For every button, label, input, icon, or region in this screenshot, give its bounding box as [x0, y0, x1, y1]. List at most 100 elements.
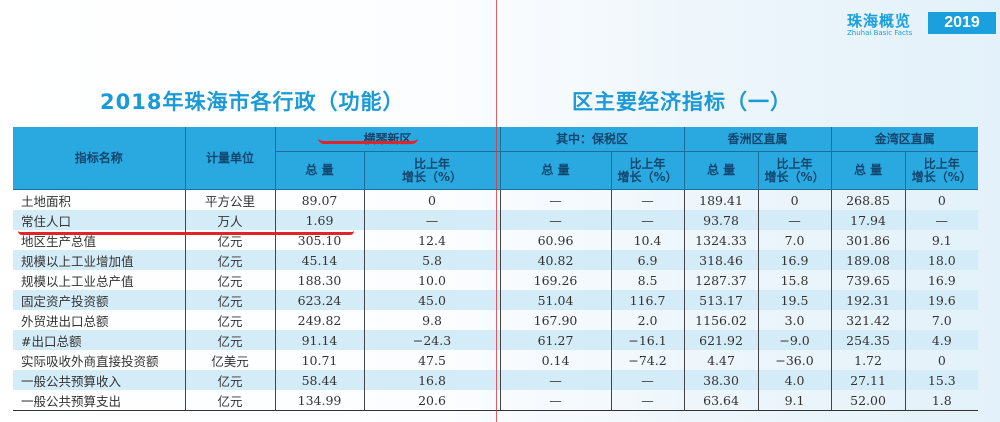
table-row: 实际吸收外商直接投资额 亿美元 10.71 47.5 0.14 −74.2 4.47 −36.… — [13, 350, 979, 370]
value-cell: 16.9 — [904, 270, 979, 290]
value-cell: 4.47 — [683, 350, 759, 370]
value-cell: 1.8 — [904, 390, 979, 411]
indicator-name-cell: 实际吸收外商直接投资额 — [13, 350, 186, 370]
header-group-bonded: 其中：保税区 — [499, 127, 685, 152]
value-cell: 0 — [904, 350, 979, 370]
value-cell: 52.00 — [830, 390, 906, 411]
value-cell: 1.72 — [830, 350, 906, 370]
value-cell: 623.24 — [274, 290, 365, 310]
value-cell: — — [610, 189, 685, 210]
value-cell: 189.41 — [683, 189, 759, 210]
value-cell: 93.78 — [683, 210, 759, 230]
subheader-growth-line2: 增长（%） — [617, 169, 678, 184]
value-cell: — — [499, 390, 612, 411]
unit-cell: 亿元 — [184, 310, 276, 330]
value-cell: 0 — [757, 189, 832, 210]
value-cell: 9.8 — [363, 310, 501, 330]
header-indicator-name: 指标名称 — [13, 127, 186, 190]
value-cell: 63.64 — [683, 390, 759, 411]
value-cell: 19.5 — [757, 290, 832, 310]
value-cell: 10.4 — [610, 230, 685, 250]
value-cell: 45.0 — [363, 290, 501, 310]
value-cell: 739.65 — [830, 270, 906, 290]
red-annotation-underline-population — [18, 226, 354, 235]
value-cell: — — [610, 390, 685, 411]
value-cell: 10.71 — [274, 350, 365, 370]
value-cell: 16.8 — [363, 370, 501, 390]
value-cell: 116.7 — [610, 290, 685, 310]
value-cell: — — [610, 210, 685, 230]
header-group-hengqin: 横琴新区 — [274, 127, 501, 152]
value-cell: 45.14 — [274, 250, 365, 270]
value-cell: 513.17 — [683, 290, 759, 310]
table-row: 规模以上工业增加值 亿元 45.14 5.8 40.82 6.9 318.46 16.9 189… — [13, 250, 979, 270]
value-cell: 189.08 — [830, 250, 906, 270]
value-cell: 89.07 — [274, 189, 365, 210]
page-fold-line — [496, 0, 497, 422]
red-annotation-underline-hengqin — [318, 131, 418, 144]
page-title-left: 2018年珠海市各行政（功能） — [100, 90, 405, 114]
subheader-total: 总 量 — [274, 151, 365, 190]
value-cell: 15.8 — [757, 270, 832, 290]
subheader-growth: 比上年 增长（%） — [757, 151, 832, 190]
value-cell: 8.5 — [610, 270, 685, 290]
indicator-name-cell: 一般公共预算支出 — [13, 390, 186, 411]
indicator-name-cell: 外贸进出口总额 — [13, 310, 186, 330]
value-cell: 61.27 — [499, 330, 612, 350]
table-row: 地区生产总值 亿元 305.10 12.4 60.96 10.4 1324.33 7.0 301… — [13, 230, 979, 250]
value-cell: 301.86 — [830, 230, 906, 250]
indicator-name-cell: 规模以上工业总产值 — [13, 270, 186, 290]
value-cell: 17.94 — [830, 210, 906, 230]
value-cell: 0.14 — [499, 350, 612, 370]
value-cell: 7.0 — [904, 310, 979, 330]
table-row: 固定资产投资额 亿元 623.24 45.0 51.04 116.7 513.17 19.5 1… — [13, 290, 979, 310]
value-cell: −74.2 — [610, 350, 685, 370]
subheader-growth-line2: 增长（%） — [911, 169, 972, 184]
value-cell: — — [904, 210, 979, 230]
value-cell: 58.44 — [274, 370, 365, 390]
brand-name-en: Zhuhai Basic Facts — [847, 29, 913, 37]
indicator-name-cell: 一般公共预算收入 — [13, 370, 186, 390]
subheader-total: 总 量 — [683, 151, 759, 190]
indicator-name-cell: 规模以上工业增加值 — [13, 250, 186, 270]
brand-logo: 珠海概览 Zhuhai Basic Facts — [847, 10, 912, 37]
value-cell: 1324.33 — [683, 230, 759, 250]
header-group-xiangzhou: 香洲区直属 — [683, 127, 832, 152]
unit-cell: 亿元 — [184, 370, 276, 390]
subheader-growth-line1: 比上年 — [776, 156, 813, 171]
subheader-growth-line2: 增长（%） — [764, 169, 825, 184]
value-cell: 38.30 — [683, 370, 759, 390]
table-row: #出口总额 亿元 91.14 −24.3 61.27 −16.1 621.92 −9.0 254… — [13, 330, 979, 350]
value-cell: 305.10 — [274, 230, 365, 250]
indicator-name-cell: 常住人口 — [13, 210, 186, 230]
value-cell: 169.26 — [499, 270, 612, 290]
subheader-growth: 比上年 增长（%） — [904, 151, 979, 190]
indicator-name-cell: 土地面积 — [13, 189, 186, 210]
value-cell: 19.6 — [904, 290, 979, 310]
table-row: 土地面积 平方公里 89.07 0— —189.41 0 268.85 0 — [13, 189, 979, 210]
unit-cell: 亿元 — [184, 390, 276, 411]
value-cell: 268.85 — [830, 189, 906, 210]
value-cell: 1287.37 — [683, 270, 759, 290]
value-cell: — — [610, 370, 685, 390]
value-cell: 321.42 — [830, 310, 906, 330]
value-cell: 15.3 — [904, 370, 979, 390]
value-cell: 2.0 — [610, 310, 685, 330]
value-cell: 318.46 — [683, 250, 759, 270]
unit-cell: 亿元 — [184, 330, 276, 350]
value-cell: 3.0 — [757, 310, 832, 330]
table-row: 一般公共预算收入 亿元 58.44 16.8— —38.30 4.0 27.11 15.3 — [13, 370, 979, 390]
value-cell: −24.3 — [363, 330, 501, 350]
subheader-total: 总 量 — [499, 151, 612, 190]
indicator-name-cell: 地区生产总值 — [13, 230, 186, 250]
value-cell: 1.69 — [274, 210, 365, 230]
unit-cell: 亿元 — [184, 290, 276, 310]
value-cell: 0 — [904, 189, 979, 210]
subheader-growth-line2: 增长（%） — [401, 169, 463, 184]
table-row: 规模以上工业总产值 亿元 188.30 10.0 169.26 8.5 1287.37 15.… — [13, 270, 979, 290]
value-cell: 5.8 — [363, 250, 501, 270]
value-cell: 47.5 — [363, 350, 501, 370]
value-cell: 4.0 — [757, 370, 832, 390]
value-cell: −9.0 — [757, 330, 832, 350]
value-cell: — — [363, 210, 501, 230]
